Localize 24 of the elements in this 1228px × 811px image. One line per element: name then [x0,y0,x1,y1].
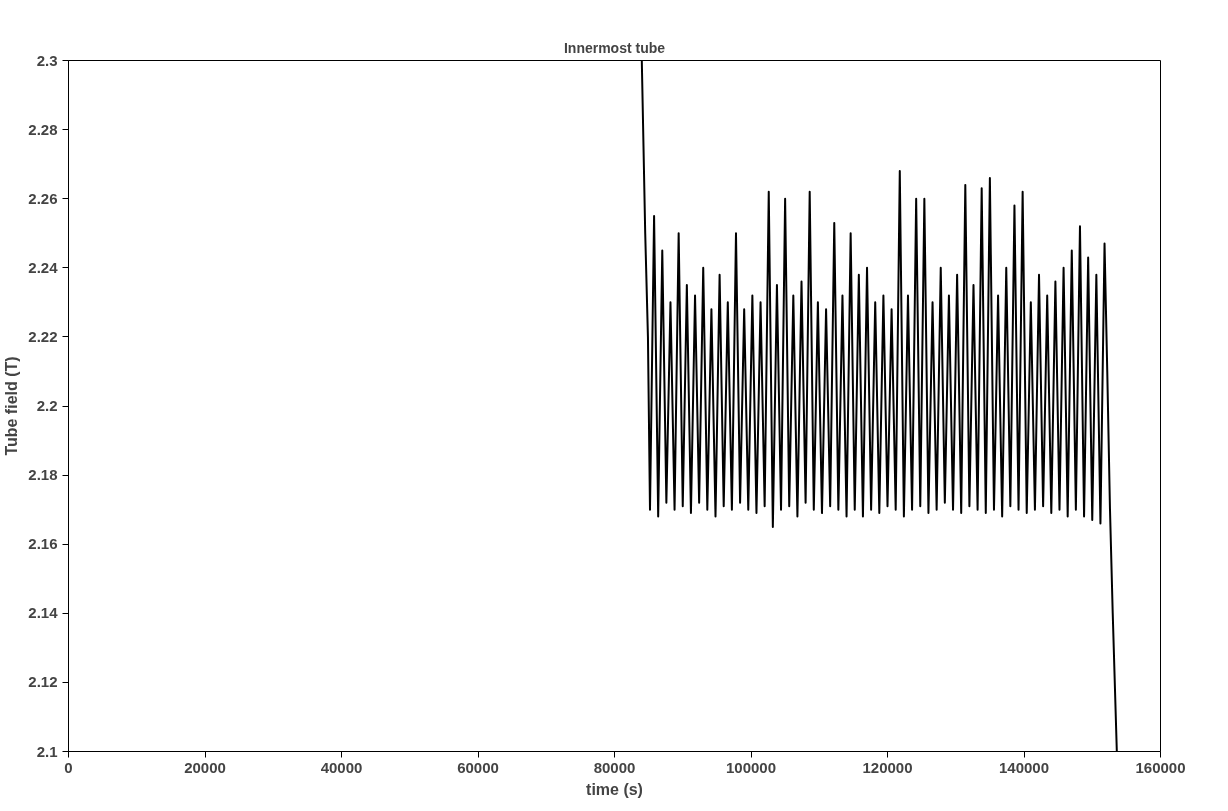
y-axis-title: Tube field (T) [3,356,21,456]
y-tick-label: 2.3 [36,51,58,69]
y-tick-label: 2.14 [28,604,59,622]
x-tick-label: 100000 [725,758,777,776]
y-tick-label: 2.28 [28,120,58,138]
line-series [640,60,1118,752]
y-tick-label: 2.16 [28,535,58,553]
y-tick-label: 2.22 [28,327,58,345]
x-tick-label: 140000 [998,758,1050,776]
x-tick-label: 120000 [862,758,913,776]
x-tick-label: 0 [64,758,73,776]
x-tick-label: 20000 [184,758,226,776]
chart-title: Innermost tube [563,39,666,56]
x-tick-label: 80000 [593,758,636,776]
x-tick-label: 60000 [457,758,499,776]
y-tick-label: 2.12 [28,673,58,691]
x-tick-label: 40000 [320,758,363,776]
y-tick-label: 2.1 [36,742,58,760]
y-tick-label: 2.2 [36,397,58,414]
x-axis-title: time (s) [586,780,643,798]
x-tick-label: 160000 [1135,758,1186,776]
y-tick-label: 2.26 [28,189,58,207]
y-tick-label: 2.18 [28,466,58,484]
y-tick-label: 2.24 [28,258,59,276]
